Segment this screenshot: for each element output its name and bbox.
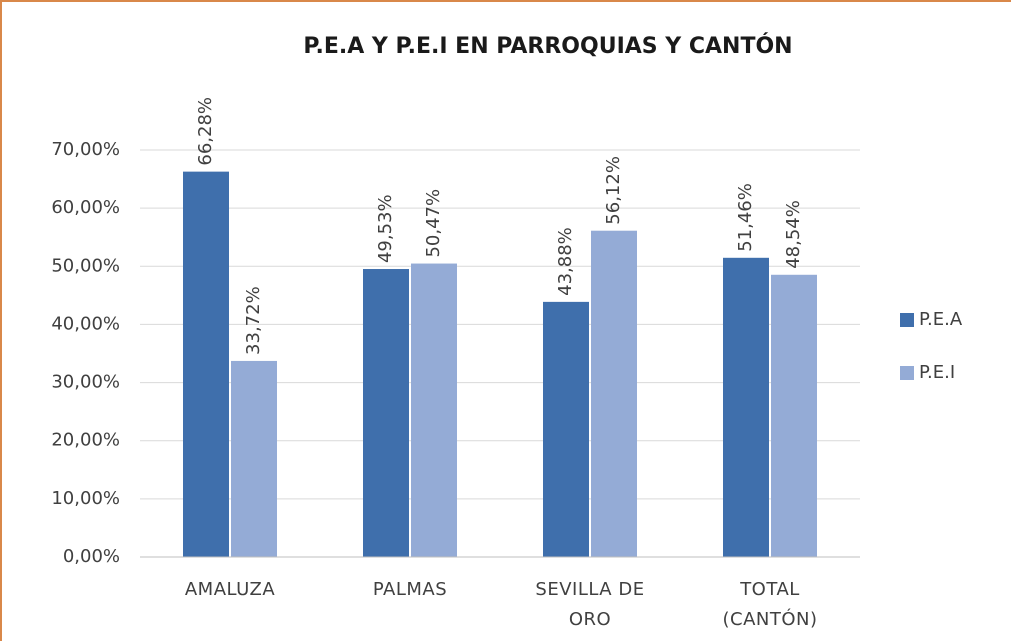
x-tick-label: AMALUZA [184,579,276,600]
data-label: 49,53% [375,194,396,263]
chart-title: P.E.A Y P.E.I EN PARROQUIAS Y CANTÓN [303,33,792,59]
y-tick-label: 40,00% [51,313,120,334]
bar [591,230,637,558]
data-label: 50,47% [423,189,444,258]
data-label: 66,28% [195,97,216,166]
bar [363,269,409,557]
y-tick-label: 10,00% [51,488,120,509]
bar [723,257,769,557]
bar [183,171,229,557]
data-label: 56,12% [603,156,624,225]
x-tick-label: PALMAS [372,579,448,600]
y-tick-label: 0,00% [63,546,120,567]
data-label: 48,54% [783,200,804,269]
bar [411,263,457,557]
legend-swatch [900,366,914,380]
x-tick-label: SEVILLA DE ORO [535,579,645,630]
bar [771,274,817,557]
legend-label: P.E.I [919,362,955,383]
data-label: 43,88% [555,227,576,296]
data-label: 51,46% [735,183,756,252]
y-tick-label: 30,00% [51,372,120,393]
bar [543,301,589,557]
data-label: 33,72% [243,286,264,355]
y-tick-label: 20,00% [51,430,120,451]
y-tick-label: 70,00% [51,139,120,160]
bar [231,360,277,557]
y-tick-label: 50,00% [51,255,120,276]
y-tick-label: 60,00% [51,197,120,218]
x-tick-label: TOTAL (CANTÓN) [722,579,818,630]
legend-label: P.E.A [919,309,963,330]
legend-swatch [900,313,914,327]
